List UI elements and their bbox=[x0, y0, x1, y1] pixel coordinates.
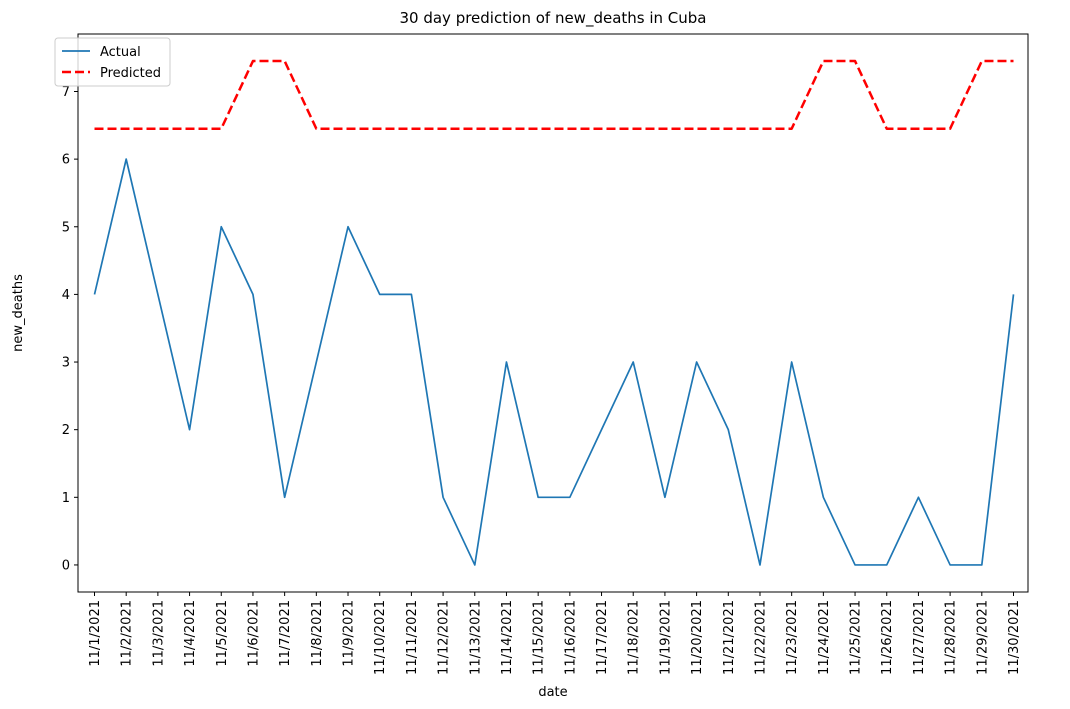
x-tick-label: 11/7/2021 bbox=[278, 600, 293, 667]
x-tick-label: 11/1/2021 bbox=[88, 600, 103, 667]
y-tick-label: 4 bbox=[62, 288, 70, 303]
x-tick-label: 11/19/2021 bbox=[658, 600, 673, 675]
x-tick-label: 11/14/2021 bbox=[500, 600, 515, 675]
x-tick-label: 11/10/2021 bbox=[373, 600, 388, 675]
y-tick-label: 2 bbox=[62, 423, 70, 438]
y-tick-label: 5 bbox=[62, 220, 70, 235]
legend-box bbox=[54, 37, 171, 87]
chart-title: 30 day prediction of new_deaths in Cuba bbox=[399, 9, 706, 28]
legend-label-actual: Actual bbox=[100, 45, 141, 60]
x-tick-label: 11/4/2021 bbox=[183, 600, 198, 667]
y-tick-label: 7 bbox=[62, 85, 70, 100]
series-layer bbox=[93, 59, 1015, 566]
x-tick-label: 11/6/2021 bbox=[246, 600, 261, 667]
x-tick-label: 11/13/2021 bbox=[468, 600, 483, 675]
x-tick-label: 11/16/2021 bbox=[563, 600, 578, 675]
x-tick-label: 11/20/2021 bbox=[690, 600, 705, 675]
x-tick-label: 11/11/2021 bbox=[405, 600, 420, 675]
x-tick-label: 11/12/2021 bbox=[437, 600, 452, 675]
x-tick-label: 11/3/2021 bbox=[151, 600, 166, 667]
y-tick-label: 6 bbox=[62, 153, 70, 168]
x-tick-label: 11/15/2021 bbox=[532, 600, 547, 675]
x-tick-label: 11/29/2021 bbox=[975, 600, 990, 675]
y-tick-label: 1 bbox=[62, 491, 70, 506]
y-axis-label: new_deaths bbox=[11, 274, 26, 352]
x-tick-label: 11/18/2021 bbox=[627, 600, 642, 675]
series-line-actual bbox=[93, 158, 1015, 566]
plot-area bbox=[77, 33, 1029, 593]
x-tick-label: 11/2/2021 bbox=[120, 600, 135, 667]
y-tick-label: 3 bbox=[62, 356, 70, 371]
x-tick-label: 11/26/2021 bbox=[880, 600, 895, 675]
legend: Actual Predicted bbox=[54, 37, 171, 87]
x-tick-label: 11/21/2021 bbox=[722, 600, 737, 675]
x-tick-label: 11/27/2021 bbox=[912, 600, 927, 675]
x-axis-label: date bbox=[538, 685, 567, 700]
x-tick-label: 11/28/2021 bbox=[944, 600, 959, 675]
legend-label-predicted: Predicted bbox=[100, 66, 161, 81]
x-tick-label: 11/8/2021 bbox=[310, 600, 325, 667]
x-tick-label: 11/25/2021 bbox=[849, 600, 864, 675]
x-tick-label: 11/24/2021 bbox=[817, 600, 832, 675]
y-axis: 0 1 2 3 4 5 6 7 bbox=[62, 85, 78, 573]
x-tick-label: 11/30/2021 bbox=[1007, 600, 1022, 675]
series-line-predicted bbox=[94, 59, 1014, 130]
x-axis: 11/1/2021 11/2/2021 11/3/2021 11/4/2021 11/5… bbox=[88, 592, 1022, 675]
x-tick-label: 11/22/2021 bbox=[753, 600, 768, 675]
x-tick-label: 11/17/2021 bbox=[595, 600, 610, 675]
x-tick-label: 11/9/2021 bbox=[342, 600, 357, 667]
y-tick-label: 0 bbox=[62, 558, 70, 573]
x-tick-label: 11/23/2021 bbox=[785, 600, 800, 675]
x-tick-label: 11/5/2021 bbox=[215, 600, 230, 667]
